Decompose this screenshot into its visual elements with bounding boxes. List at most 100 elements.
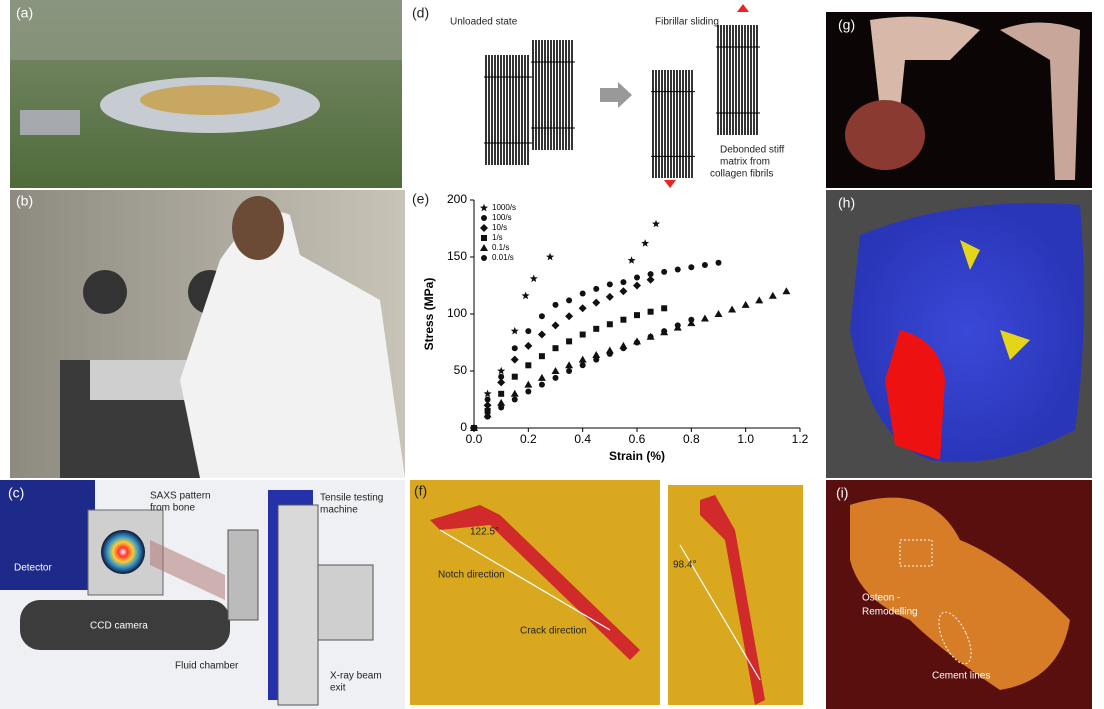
point (593, 357, 599, 363)
x-tick-label: 0.4 (574, 432, 591, 446)
point (782, 287, 790, 294)
annotation: Cement lines (932, 671, 990, 682)
point (634, 275, 640, 281)
point (481, 255, 487, 261)
point (511, 390, 519, 397)
point (648, 309, 654, 315)
point (593, 286, 599, 292)
point (620, 345, 626, 351)
x-tick-label: 0.8 (683, 432, 700, 446)
point (728, 305, 736, 312)
point (497, 378, 505, 386)
point (565, 361, 573, 368)
point (647, 276, 655, 284)
point (525, 362, 531, 368)
point (485, 414, 491, 420)
legend-label: 1/s (492, 233, 503, 242)
panel-label: (i) (836, 485, 848, 501)
point (634, 340, 640, 346)
x-tick-label: 0.6 (629, 432, 646, 446)
point (607, 321, 613, 327)
panel-g: (g) (826, 12, 1092, 188)
point (702, 262, 708, 268)
panel-label: (h) (838, 195, 855, 211)
panel-label: (e) (412, 191, 429, 207)
point (661, 305, 667, 311)
point (579, 304, 587, 312)
y-tick-label: 50 (454, 363, 468, 377)
y-tick-label: 0 (460, 420, 467, 434)
point (553, 302, 559, 308)
point (580, 290, 586, 296)
point (742, 301, 750, 308)
x-tick-label: 1.2 (792, 432, 809, 446)
annotation: Osteon - (862, 593, 900, 604)
point (634, 312, 640, 318)
legend-label: 10/s (492, 223, 507, 232)
point (755, 296, 763, 303)
point (661, 328, 667, 334)
point (484, 390, 492, 398)
point (661, 269, 667, 275)
annotation: SAXS pattern (150, 491, 211, 502)
annotation: X-ray beam (330, 671, 382, 682)
y-tick-label: 100 (447, 306, 467, 320)
annotation: collagen fibrils (710, 169, 773, 180)
point (539, 382, 545, 388)
point (525, 389, 531, 395)
point (498, 404, 504, 410)
point (511, 327, 519, 335)
point (566, 338, 572, 344)
annotation: Tensile testing (320, 493, 383, 504)
y-tick-label: 150 (447, 249, 467, 263)
point (512, 345, 518, 351)
point (497, 367, 505, 375)
point (511, 356, 519, 364)
panel-f: 122.5° Notch direction Crack direction 9… (410, 480, 803, 705)
annotation: machine (320, 505, 358, 516)
point (546, 253, 554, 261)
point (525, 328, 531, 334)
point (524, 342, 532, 350)
annotation: Notch direction (438, 570, 505, 581)
point (579, 356, 587, 363)
point (552, 367, 560, 374)
point (512, 374, 518, 380)
annotation: matrix from (720, 157, 770, 168)
panel-label: (f) (414, 483, 427, 499)
point (553, 375, 559, 381)
annotation: Remodelling (862, 607, 918, 618)
point (530, 275, 538, 283)
panel-a: (a) (10, 0, 402, 188)
point (481, 215, 487, 221)
point (538, 331, 546, 339)
point (675, 267, 681, 273)
annotation: CCD camera (90, 621, 148, 632)
annotation: Crack direction (520, 626, 587, 637)
point (688, 317, 694, 323)
annotation: Unloaded state (450, 17, 518, 28)
point (481, 235, 487, 241)
point (619, 287, 627, 295)
point (480, 224, 488, 232)
y-axis-label: Stress (MPa) (422, 278, 436, 351)
panel-b: (b) (10, 190, 405, 478)
panel-c: Detector SAXS pattern from bone Tensile … (0, 480, 405, 709)
point (524, 381, 532, 388)
annotation: from bone (150, 503, 195, 514)
point (688, 264, 694, 270)
annotation: 98.4° (673, 560, 696, 571)
panel-label: (b) (16, 193, 33, 209)
point (565, 312, 573, 320)
point (592, 299, 600, 307)
point (580, 362, 586, 368)
x-tick-label: 0.0 (466, 432, 483, 446)
annotation: exit (330, 683, 346, 694)
point (620, 279, 626, 285)
point (512, 397, 518, 403)
point (701, 315, 709, 322)
point (553, 345, 559, 351)
point (607, 351, 613, 357)
point (480, 204, 488, 212)
